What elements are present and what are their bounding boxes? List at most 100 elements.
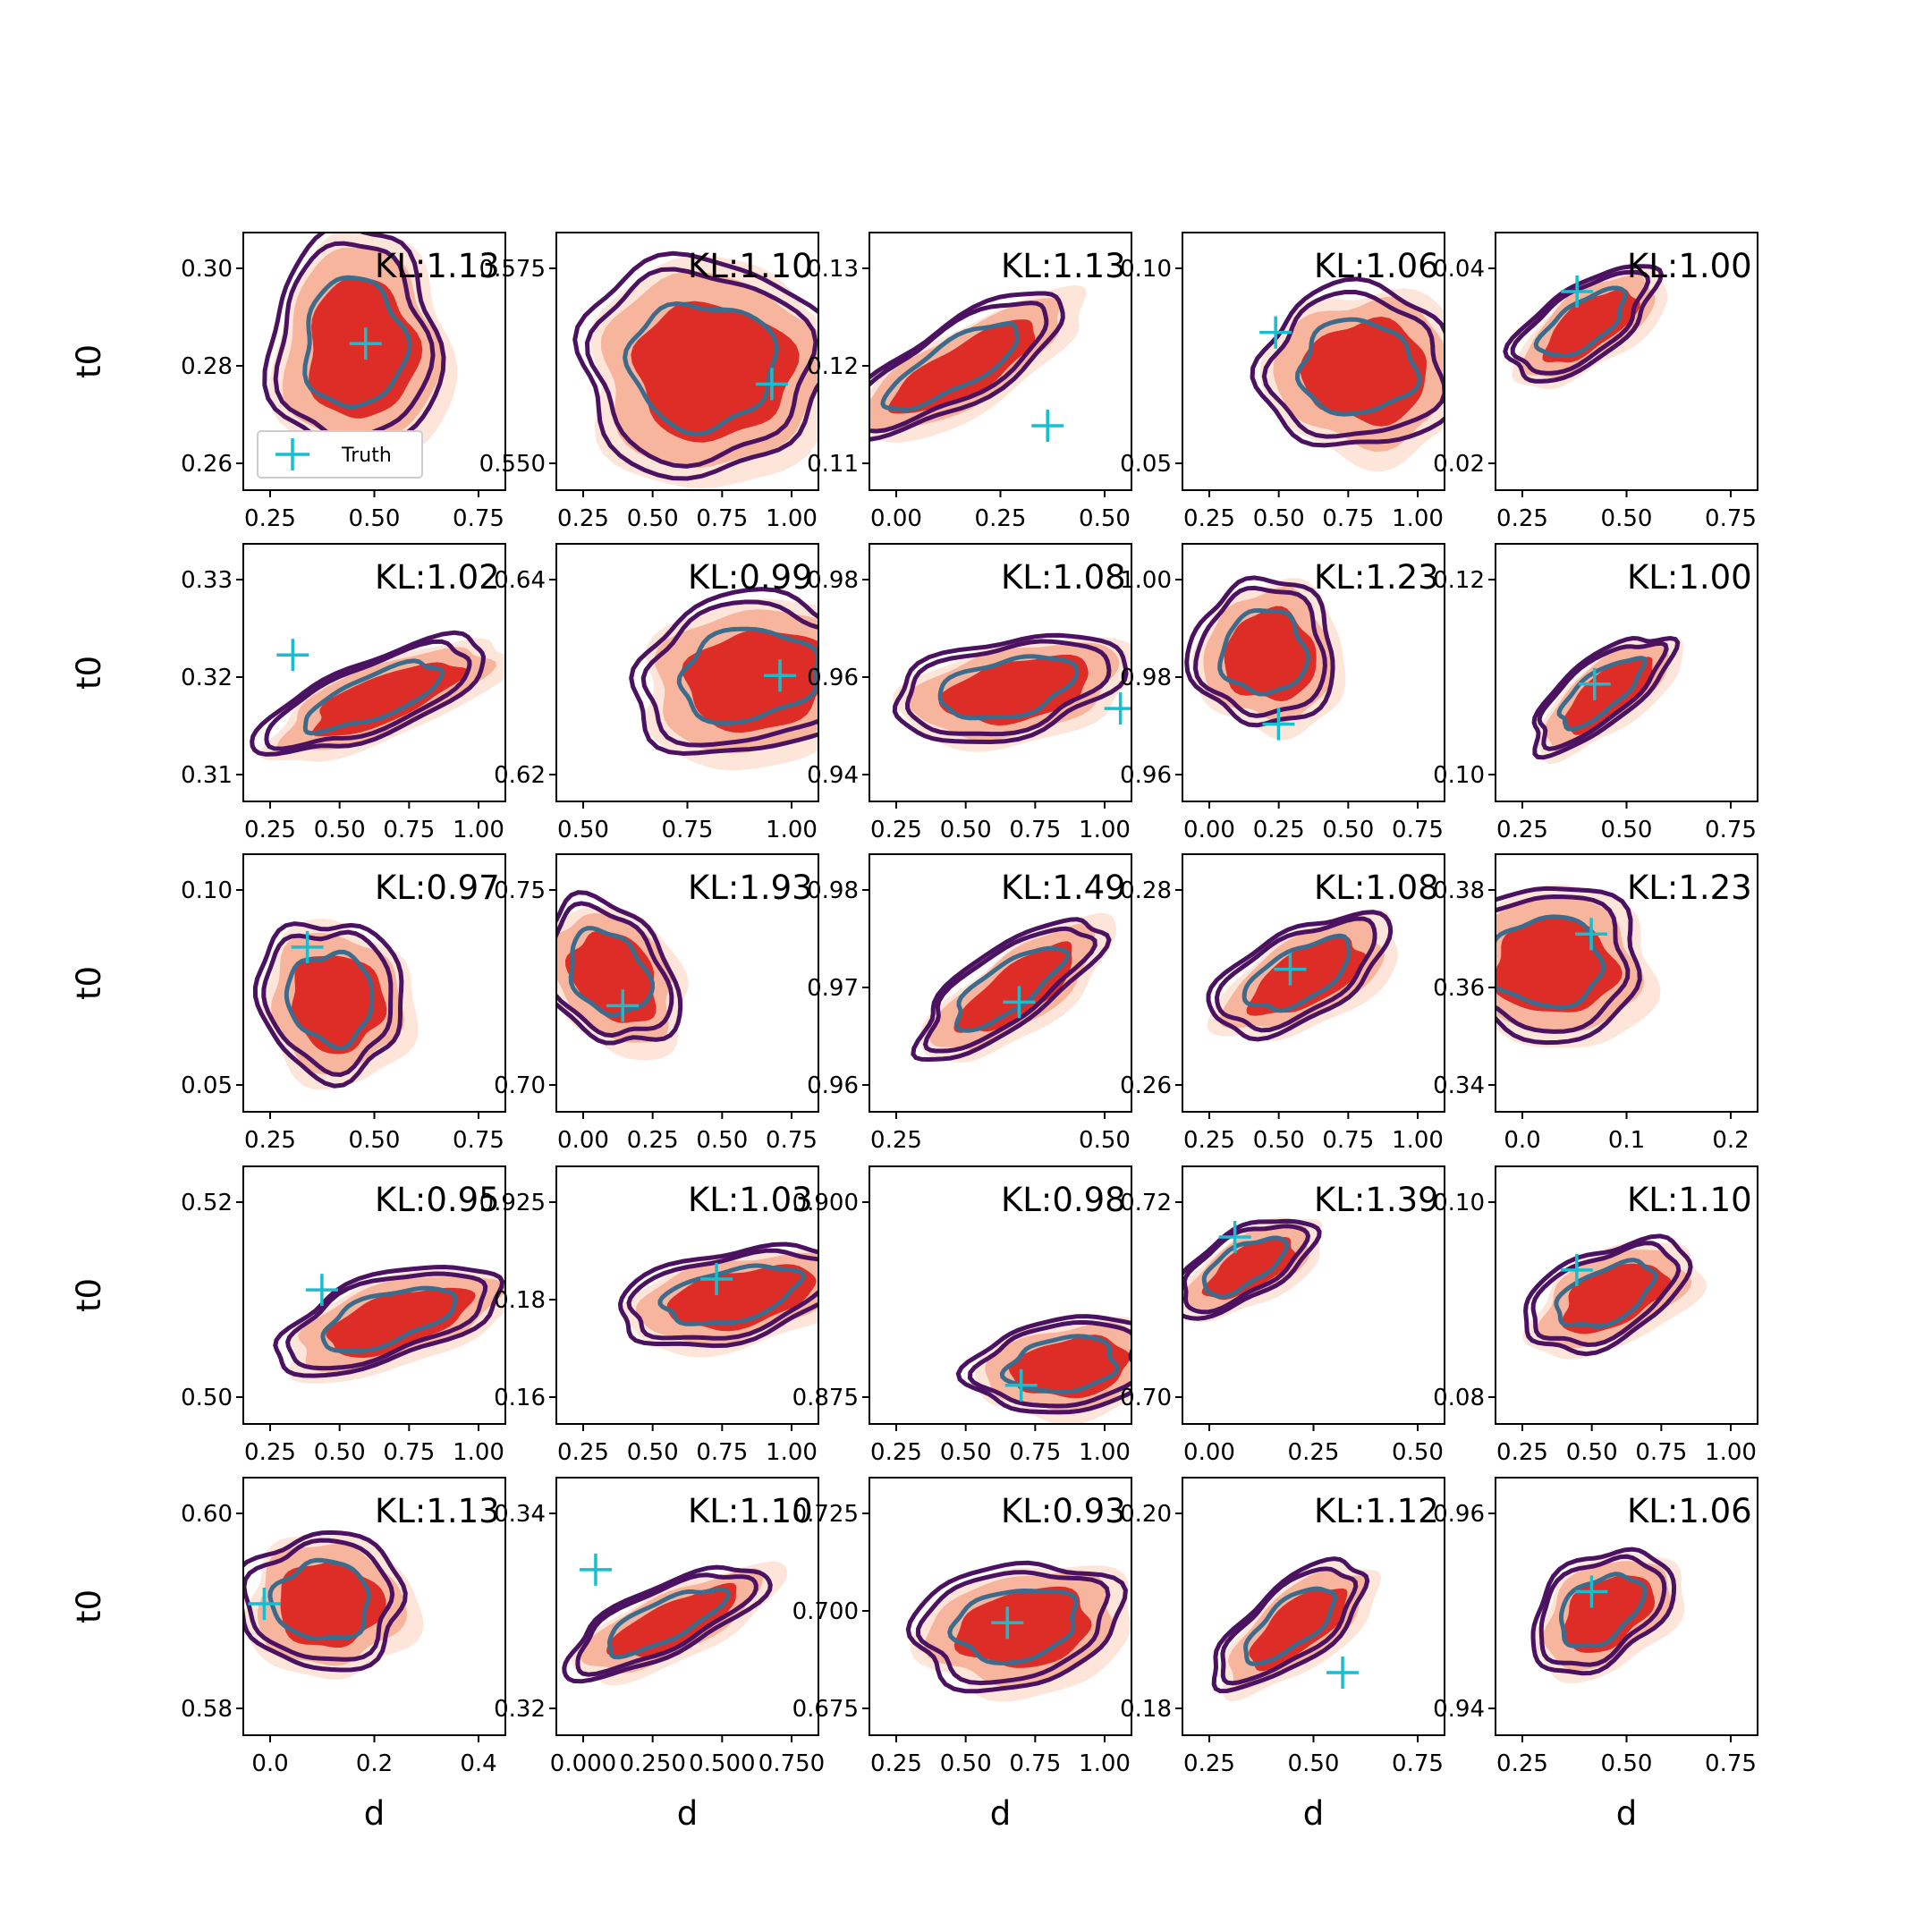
contour-middle [1496, 894, 1631, 1034]
x-tick-label: 0.50 [940, 817, 992, 843]
panel-title: KL:1.10 [1627, 1181, 1752, 1219]
panel-plot-area [1496, 884, 1661, 1048]
y-tick-label: 0.32 [494, 1696, 546, 1723]
truth-marker [579, 1553, 612, 1586]
y-tick-label: 0.550 [479, 451, 546, 478]
panel-frame [555, 1477, 819, 1736]
truth-marker [755, 368, 788, 401]
x-axis-label: d [1303, 1794, 1325, 1833]
contour-inner [1556, 656, 1648, 732]
x-tick-label: 0.00 [1183, 817, 1235, 843]
panel-plot-area [252, 919, 419, 1090]
x-tick-label: 0.50 [1601, 817, 1653, 843]
density-fill-high [887, 319, 1036, 414]
x-tick-label: 0.75 [383, 817, 435, 843]
legend-label: Truth [341, 445, 392, 467]
contour-outer [892, 632, 1129, 745]
y-tick-label: 0.20 [1120, 1501, 1172, 1528]
x-tick-label: 0.0 [251, 1750, 288, 1777]
y-tick-label: 0.900 [792, 1190, 859, 1216]
x-tick-label: 0.25 [1183, 1750, 1235, 1777]
panel-plot-area [1530, 1546, 1685, 1684]
x-tick-label: 0.250 [619, 1750, 685, 1777]
y-axis-label: t0 [70, 344, 108, 378]
x-tick-label: 0.75 [1392, 817, 1444, 843]
legend-frame [257, 430, 423, 479]
x-tick-label: 1.00 [1392, 1127, 1444, 1154]
panel-17: KL:1.03 0.25 0.50 0.75 1.00 0.925 0.18 0.16 [479, 1165, 819, 1466]
panel-plot-area [1211, 1556, 1382, 1702]
x-tick-label: 0.50 [1253, 1127, 1305, 1154]
y-tick-label: 0.10 [1433, 762, 1485, 789]
panel-title: KL:1.23 [1627, 869, 1752, 907]
x-tick-label: 0.50 [696, 1127, 748, 1154]
contour-inner [606, 1587, 731, 1660]
panel-13: KL:1.49 0.25 0.50 0.98 0.97 0.96 [807, 853, 1132, 1154]
contour-outer [562, 1564, 773, 1684]
y-tick-label: 0.34 [1433, 1072, 1485, 1099]
contour-inner [947, 1588, 1079, 1665]
panel-frame [1495, 1165, 1758, 1425]
contour-middle [261, 929, 394, 1078]
truth-marker [1003, 986, 1036, 1019]
truth-marker [1262, 708, 1295, 741]
x-tick-label: 0.50 [1079, 505, 1131, 532]
panel-title: KL:1.12 [1314, 1492, 1439, 1530]
truth-marker [1274, 953, 1307, 986]
panel-plot-area [572, 250, 818, 489]
density-fill-high [1249, 1588, 1348, 1672]
contour-middle [1261, 290, 1445, 439]
x-tick-label: 0.75 [1009, 1439, 1061, 1466]
x-tick-label: 0.25 [1496, 1439, 1548, 1466]
contour-outer [629, 587, 818, 757]
panel-frame [242, 1165, 506, 1425]
panel-title: KL:1.06 [1627, 1492, 1752, 1530]
panel-1: KL:1.13 0.25 0.50 0.75 0.30 0.28 0.26 t0 Truth [70, 232, 506, 532]
y-tick-label: 0.925 [479, 1190, 546, 1216]
panel-plot-area [869, 285, 1087, 443]
truth-marker [1560, 1253, 1593, 1286]
x-tick-label: 0.25 [1253, 817, 1305, 843]
panel-title: KL:0.99 [688, 558, 813, 597]
y-tick-label: 0.12 [807, 353, 859, 380]
y-tick-label: 0.05 [181, 1072, 233, 1099]
contour-outer [556, 890, 683, 1046]
x-tick-label: 0.50 [940, 1439, 992, 1466]
x-tick-label: 0.25 [1183, 1127, 1235, 1154]
x-axis-label: d [990, 1794, 1012, 1833]
panel-title: KL:0.93 [1001, 1492, 1126, 1530]
x-tick-label: 0.75 [383, 1439, 435, 1466]
panel-12: KL:1.93 0.00 0.25 0.50 0.75 0.75 0.70 [494, 853, 819, 1154]
x-tick-label: 0.50 [314, 1439, 366, 1466]
panel-25: KL:1.06 0.25 0.50 0.75 0.96 0.94 d [1433, 1477, 1758, 1833]
x-tick-label: 0.75 [1009, 1750, 1061, 1777]
panel-title: KL:0.95 [375, 1181, 500, 1219]
truth-marker [606, 989, 640, 1022]
contour-inner [1554, 1258, 1658, 1329]
x-tick-label: 0.50 [1322, 817, 1374, 843]
contour-inner [623, 301, 779, 436]
truth-marker [248, 1588, 281, 1620]
x-tick-label: 1.00 [1079, 1750, 1131, 1777]
panel-plot-area [955, 1314, 1131, 1424]
x-tick-label: 0.25 [870, 1439, 922, 1466]
panel-plot-area [1206, 910, 1399, 1042]
y-tick-label: 0.64 [494, 567, 546, 594]
y-tick-label: 0.28 [1120, 877, 1172, 904]
y-tick-label: 0.18 [494, 1287, 546, 1314]
x-tick-label: 0.75 [696, 505, 748, 532]
panel-plot-area [1531, 635, 1683, 765]
x-tick-label: 1.00 [453, 817, 504, 843]
panel-title: KL:1.08 [1314, 869, 1439, 907]
y-tick-label: 0.98 [807, 567, 859, 594]
panel-plot-area [562, 1553, 788, 1686]
x-tick-label: 0.75 [1392, 1750, 1444, 1777]
density-fill-high [606, 1582, 737, 1657]
x-tick-label: 0.75 [1705, 817, 1757, 843]
panel-16: KL:0.95 0.25 0.50 0.75 1.00 0.52 0.50 t0 [70, 1165, 506, 1466]
y-tick-label: 0.70 [1120, 1385, 1172, 1411]
x-axis-label: d [1616, 1794, 1638, 1833]
x-tick-label: 0.50 [314, 817, 366, 843]
x-tick-label: 1.00 [1705, 1439, 1757, 1466]
